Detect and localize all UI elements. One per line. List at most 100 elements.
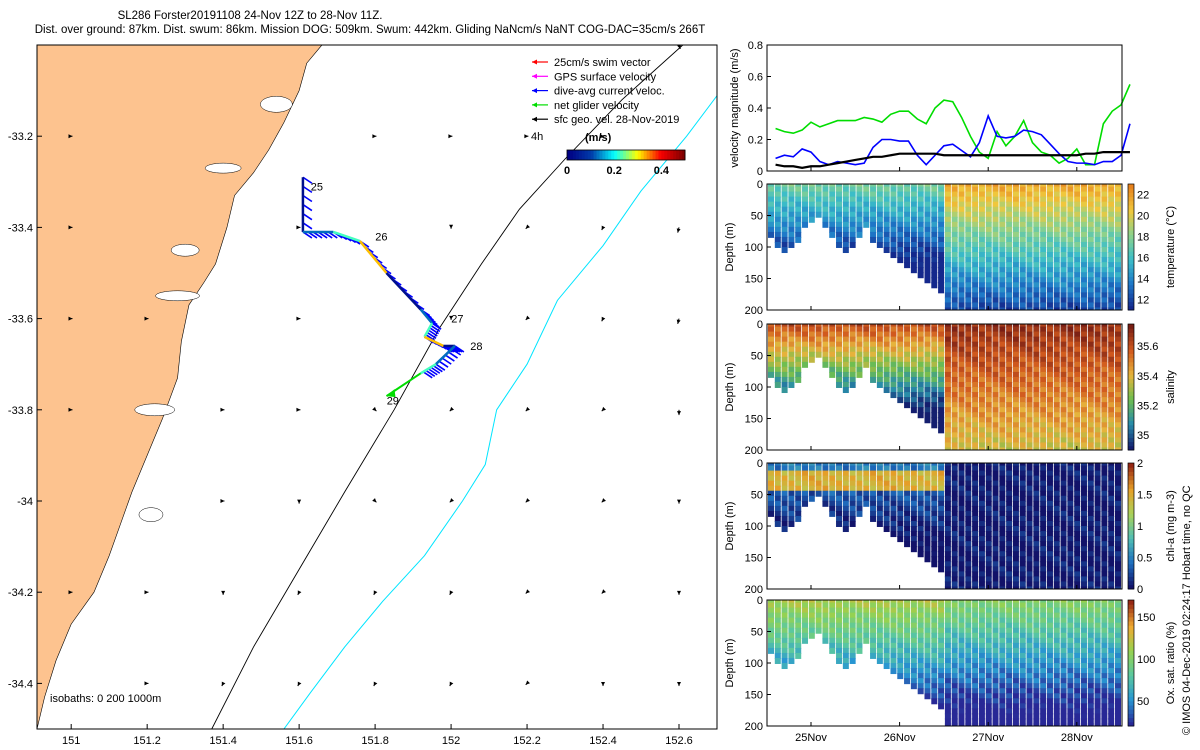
profile-cell: [1006, 718, 1013, 725]
profile-cell: [951, 520, 958, 527]
profile-cell: [822, 465, 829, 472]
profile-cell: [788, 607, 795, 614]
profile-cell: [1101, 693, 1108, 700]
profile-cell: [781, 191, 788, 198]
profile-cell: [883, 627, 890, 634]
profile-cell: [978, 326, 985, 333]
profile-cell: [1040, 622, 1047, 629]
colorbar-cell: [1128, 395, 1134, 401]
profile-cell: [1094, 326, 1101, 333]
profile-cell: [992, 531, 999, 538]
profile-cell: [972, 341, 979, 348]
profile-cell: [931, 683, 938, 690]
colorbar-cell: [1128, 671, 1134, 677]
profile-cell: [1115, 703, 1121, 710]
profile-cell: [1074, 371, 1081, 378]
profile-cell: [958, 642, 965, 649]
profile-cell: [1094, 427, 1101, 434]
profile-cell: [1108, 417, 1115, 424]
profile-cell: [924, 652, 931, 659]
profile-cell: [1053, 510, 1060, 517]
profile-cell: [944, 723, 951, 726]
profile-cell: [958, 668, 965, 675]
profile-cell: [781, 617, 788, 624]
profile-cell: [1040, 541, 1047, 548]
profile-cell: [897, 206, 904, 213]
profile-cell: [951, 485, 958, 492]
profile-cell: [1115, 392, 1121, 399]
profile-cell: [1006, 673, 1013, 680]
profile-cell: [1006, 723, 1013, 726]
profile-cell: [1033, 602, 1040, 609]
profile-cell: [870, 226, 877, 233]
profile-cell: [1074, 632, 1081, 639]
profile-cell: [768, 490, 774, 497]
profile-cell: [1115, 442, 1121, 449]
colorbar-cell: [596, 150, 600, 160]
profile-cell: [958, 257, 965, 264]
profile-cell: [1026, 206, 1033, 213]
colorbar-cell: [1128, 420, 1134, 426]
profile-cell: [842, 361, 849, 368]
profile-cell: [1006, 356, 1013, 363]
profile-cell: [1101, 346, 1108, 353]
profile-cell: [931, 470, 938, 477]
profile-cell: [1006, 422, 1013, 429]
colorbar-tick-label: 35.6: [1137, 341, 1158, 353]
colorbar-cell: [658, 150, 662, 160]
profile-cell: [1101, 287, 1108, 294]
colorbar-cell: [1128, 717, 1134, 723]
profile-cell: [1033, 586, 1040, 589]
profile-cell: [999, 241, 1006, 248]
profile-cell: [985, 297, 992, 304]
profile-cell: [1046, 632, 1053, 639]
profile-cell: [1080, 571, 1087, 578]
chart-title: SL286 Forster20191108 24-Nov 12Z to 28-N…: [117, 10, 383, 22]
profile-cell: [944, 541, 951, 548]
colorbar-cell: [667, 150, 671, 160]
profile-cell: [842, 376, 849, 383]
y-tick-label: 0: [757, 458, 763, 470]
profile-cell: [1033, 657, 1040, 664]
profile-cell: [870, 647, 877, 654]
profile-cell: [1108, 673, 1115, 680]
profile-cell: [1101, 331, 1108, 338]
profile-cell: [1060, 531, 1067, 538]
profile-cell: [1019, 402, 1026, 409]
profile-cell: [1006, 376, 1013, 383]
profile-cell: [1074, 541, 1081, 548]
profile-cell: [1074, 417, 1081, 424]
profile-cell: [1053, 536, 1060, 543]
profile-cell: [972, 417, 979, 424]
profile-cell: [972, 184, 979, 188]
profile-cell: [1067, 361, 1074, 368]
profile-cell: [1019, 520, 1026, 527]
profile-cell: [1108, 336, 1115, 343]
profile-cell: [870, 324, 877, 328]
profile-cell: [985, 688, 992, 695]
profile-cell: [965, 206, 972, 213]
profile-cell: [978, 668, 985, 675]
x-tick-label: 151.2: [133, 735, 161, 747]
profile-cell: [1101, 490, 1108, 497]
profile-cell: [768, 216, 774, 223]
profile-cell: [1067, 663, 1074, 670]
profile-cell: [870, 376, 877, 383]
profile-cell: [972, 376, 979, 383]
profile-cell: [1067, 500, 1074, 507]
profile-cell: [931, 465, 938, 472]
profile-cell: [924, 480, 931, 487]
profile-cell: [1033, 341, 1040, 348]
profile-cell: [1046, 447, 1053, 450]
profile-cell: [951, 366, 958, 373]
profile-cell: [1087, 678, 1094, 685]
profile-cell: [1101, 422, 1108, 429]
profile-cell: [1115, 561, 1121, 568]
profile-cell: [836, 652, 843, 659]
profile-cell: [1026, 571, 1033, 578]
profile-cell: [1012, 201, 1019, 208]
colorbar-cell: [1128, 336, 1134, 342]
profile-cell: [795, 510, 802, 517]
profile-cell: [999, 673, 1006, 680]
profile-cell: [808, 612, 815, 619]
